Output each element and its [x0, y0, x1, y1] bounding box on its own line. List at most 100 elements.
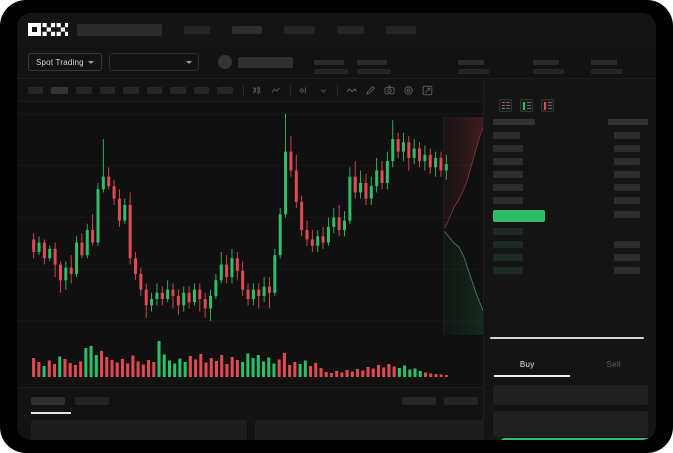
- active-tab-underline: [31, 412, 71, 414]
- stat-block-0: [314, 60, 348, 74]
- nav-item-3[interactable]: [337, 25, 364, 34]
- pencil-icon[interactable]: [365, 85, 376, 96]
- asks-only-view-icon[interactable]: [541, 99, 554, 112]
- order-type-field[interactable]: [493, 385, 648, 405]
- both-sides-view-icon[interactable]: [499, 99, 512, 112]
- orderbook-ask-size: [614, 132, 640, 139]
- stat-label: [591, 60, 617, 65]
- order-form: [484, 379, 656, 440]
- timeframe-3[interactable]: [100, 86, 115, 94]
- orderbook-column-header-size: [608, 119, 648, 125]
- orderbook-scrollbar[interactable]: [490, 337, 644, 339]
- orderbook-bid-size: [614, 241, 640, 248]
- price-field[interactable]: [493, 411, 648, 437]
- depth-chart-overlay: [441, 117, 493, 342]
- chevron-down-icon: [87, 60, 94, 64]
- camera-icon[interactable]: [384, 85, 395, 96]
- orderbook-bid-row[interactable]: [493, 228, 523, 235]
- order-book-panel: Buy Sell: [483, 79, 656, 440]
- toolbar-divider: [290, 85, 291, 95]
- orderbook-ask-row[interactable]: [493, 158, 523, 165]
- line-chart-icon[interactable]: [271, 85, 282, 96]
- stat-label: [357, 60, 387, 65]
- timeframe-4[interactable]: [123, 86, 139, 94]
- trading-mode-label: Spot Trading: [36, 57, 84, 67]
- orderbook-ask-size: [614, 184, 640, 191]
- stat-block-4: [591, 60, 622, 74]
- orderbook-bid-row[interactable]: [493, 254, 523, 261]
- trading-mode-selector[interactable]: Spot Trading: [28, 53, 102, 71]
- nav-item-0[interactable]: [184, 25, 210, 34]
- timeframe-8[interactable]: [217, 86, 233, 94]
- orderbook-spread-row[interactable]: [493, 210, 545, 222]
- timeframe-2[interactable]: [76, 86, 92, 94]
- orderbook-ask-row[interactable]: [493, 132, 520, 139]
- orderbook-ask-size: [614, 145, 640, 152]
- stat-label: [533, 60, 559, 65]
- coin-avatar: [218, 55, 232, 69]
- candlestick-chart-icon[interactable]: [252, 85, 263, 96]
- stat-label: [458, 60, 484, 65]
- trading-pair-selector[interactable]: [109, 53, 199, 71]
- orderbook-bid-size: [614, 254, 640, 261]
- bottom-tab-1[interactable]: [75, 397, 109, 405]
- orderbook-column-header-price: [493, 119, 535, 125]
- orderbook-rows[interactable]: [484, 119, 656, 347]
- fullscreen-icon[interactable]: [422, 85, 433, 96]
- settings-gear-icon[interactable]: [403, 85, 414, 96]
- submit-buy-button[interactable]: [501, 438, 656, 440]
- stat-value: [533, 69, 564, 74]
- orderbook-ask-row[interactable]: [493, 184, 523, 191]
- volume-chart: [17, 335, 483, 387]
- orderbook-ask-size: [614, 171, 640, 178]
- nav-item-4[interactable]: [386, 25, 416, 34]
- orderbook-bid-row[interactable]: [493, 241, 523, 248]
- bottom-tab-right-0[interactable]: [402, 397, 436, 405]
- orderbook-ask-size: [614, 158, 640, 165]
- stat-value: [458, 69, 489, 74]
- orderbook-ask-row[interactable]: [493, 197, 523, 204]
- price-chart[interactable]: [17, 102, 483, 335]
- positions-panel[interactable]: [31, 420, 247, 440]
- timeframe-7[interactable]: [194, 86, 209, 94]
- pair-title: [238, 57, 293, 68]
- stat-value: [314, 69, 348, 74]
- buy-sell-tabs: Buy Sell: [484, 351, 656, 377]
- orderbook-spread-size: [614, 211, 640, 218]
- wave-icon[interactable]: [346, 85, 357, 96]
- okx-logo[interactable]: [28, 23, 68, 36]
- nav-item-2[interactable]: [284, 25, 315, 34]
- tab-buy[interactable]: Buy: [519, 359, 535, 369]
- chevron-down-icon[interactable]: [318, 85, 329, 96]
- orderbook-ask-row[interactable]: [493, 171, 523, 178]
- bids-only-view-icon[interactable]: [520, 99, 533, 112]
- nav-item-1[interactable]: [232, 25, 262, 34]
- depth-chart-svg: [443, 117, 488, 342]
- orderbook-bid-size: [614, 267, 640, 274]
- bottom-tab-0[interactable]: [31, 397, 65, 405]
- stat-label: [314, 60, 344, 65]
- orderbook-bid-row[interactable]: [493, 267, 523, 274]
- instrument-header: Spot Trading: [17, 46, 656, 79]
- buy-tab-underline: [494, 375, 570, 377]
- stat-block-2: [458, 60, 489, 74]
- top-navigation-bar: [17, 13, 656, 46]
- search-input[interactable]: [77, 23, 162, 36]
- candlestick-chart-svg: [17, 113, 483, 322]
- timeframe-0[interactable]: [28, 86, 43, 94]
- tab-sell[interactable]: Sell: [606, 359, 622, 369]
- toolbar-divider: [337, 85, 338, 95]
- bottom-tab-right-1[interactable]: [444, 397, 478, 405]
- timeframe-5[interactable]: [147, 86, 162, 94]
- chevron-down-icon: [186, 60, 192, 64]
- chart-toolbar: [17, 79, 483, 102]
- timeframe-6[interactable]: [170, 86, 186, 94]
- orderbook-ask-size: [614, 197, 640, 204]
- orderbook-ask-row[interactable]: [493, 145, 523, 152]
- timeframe-1[interactable]: [51, 86, 68, 94]
- indicator-icon[interactable]: [299, 85, 310, 96]
- stat-value: [591, 69, 622, 74]
- toolbar-divider: [243, 85, 244, 95]
- stat-block-3: [533, 60, 564, 74]
